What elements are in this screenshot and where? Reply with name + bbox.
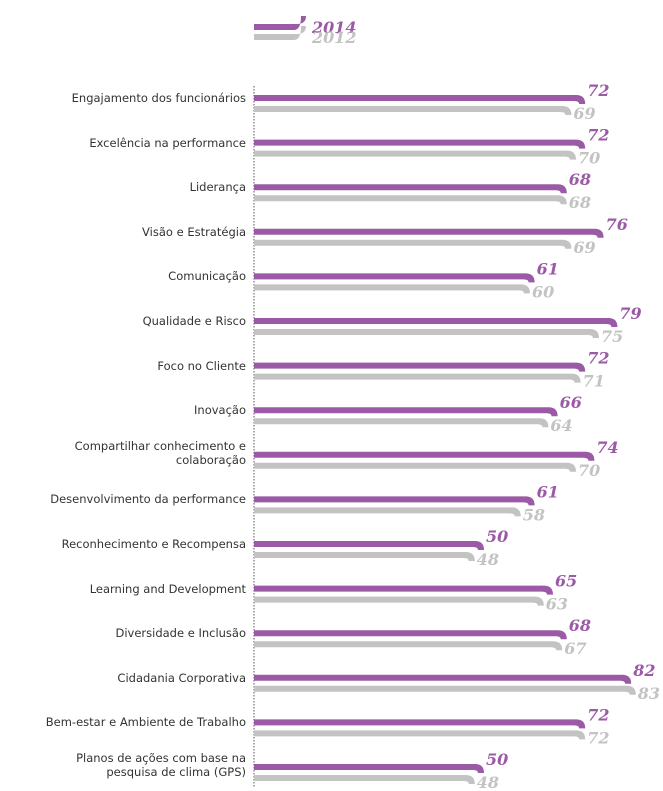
bar-2014 [254,228,604,238]
value-label-2012: 72 [587,728,609,747]
value-label-2012: 71 [583,372,605,391]
category-label: Bem-estar e Ambiente de Trabalho [45,715,246,730]
value-label-2014: 72 [587,705,609,724]
bar-2014 [254,184,567,194]
category-label: Compartilhar conhecimento e colaboração [74,438,246,467]
value-label-2012: 67 [564,639,586,658]
value-label-2012: 60 [532,282,554,301]
category-label: Inovação [194,403,246,418]
bar-2014 [254,674,632,684]
value-label-2012: 75 [601,327,623,346]
value-label-2014: 50 [486,527,508,546]
value-label-2014: 72 [587,81,609,100]
category-label: Foco no Cliente [157,358,246,373]
bar-2014 [254,139,586,149]
bar-2014 [254,541,484,550]
value-label-2014: 65 [555,572,577,591]
value-label-2014: 68 [569,170,591,189]
bar-2012 [254,507,521,517]
bar-2012 [254,418,549,428]
bar-2014 [254,451,595,461]
bar-2014 [254,764,484,773]
value-label-2014: 79 [619,304,641,323]
value-label-2014: 72 [587,126,609,145]
value-label-2012: 63 [546,595,568,614]
bar-2012 [254,284,530,294]
value-label-2012: 68 [569,193,591,212]
value-label-2014: 66 [560,393,582,412]
category-label: Desenvolvimento da performance [50,492,246,507]
category-label: Cidadania Corporativa [117,670,246,685]
bar-2014 [254,585,553,595]
bar-2012 [254,106,572,115]
bar-2014 [254,719,586,729]
category-label: Liderança [189,180,246,195]
value-label-2014: 50 [486,750,508,769]
value-label-2012: 58 [523,505,545,524]
value-label-2014: 82 [632,661,655,680]
category-label: Learning and Development [89,581,246,596]
bar-2012 [254,641,563,651]
bar-2012 [254,329,599,338]
value-label-2012: 48 [477,550,499,569]
bar-2014 [254,273,535,283]
bar-2012 [254,462,576,472]
bar-2012 [254,775,475,784]
value-label-2012: 69 [573,238,595,257]
category-label: Excelência na performance [89,135,246,150]
bar-2012 [254,552,475,561]
value-label-2014: 61 [537,259,559,278]
bar-2014 [254,95,586,104]
category-label: Qualidade e Risco [142,314,246,328]
category-label: Diversidade e Inclusão [115,626,246,641]
bar-2012 [254,150,576,160]
bar-2012 [254,685,636,695]
bar-2014 [254,496,535,506]
category-label: Visão e Estratégia [142,224,246,239]
category-label: Engajamento dos funcionários [71,91,246,105]
value-label-2012: 70 [578,149,600,168]
value-label-2014: 72 [587,349,609,368]
bar-2014 [254,318,618,327]
bar-2014 [254,362,586,372]
value-label-2012: 48 [477,773,499,791]
legend-swatch-2014 [254,16,306,30]
value-label-2012: 83 [637,684,660,703]
legend-label-2012: 2012 [311,28,357,47]
category-label: Reconhecimento e Recompensa [61,537,246,551]
category-label: Planos de ações com base na pesquisa de … [76,751,246,779]
bar-2012 [254,195,567,205]
bar-2012 [254,596,544,606]
bar-2014 [254,630,567,640]
legend-label-2014: 2014 [311,18,357,37]
value-label-2012: 64 [550,416,572,435]
value-label-2014: 61 [537,482,559,501]
value-label-2014: 74 [596,438,618,457]
bar-2012 [254,730,586,740]
value-label-2012: 69 [573,104,595,123]
bar-2012 [254,239,572,249]
bar-2012 [254,373,581,383]
value-label-2012: 70 [578,461,600,480]
bar-2014 [254,407,558,417]
value-label-2014: 68 [569,616,591,635]
category-label: Comunicação [168,269,246,284]
legend-swatch-2012 [254,26,306,40]
value-label-2014: 76 [606,215,628,234]
